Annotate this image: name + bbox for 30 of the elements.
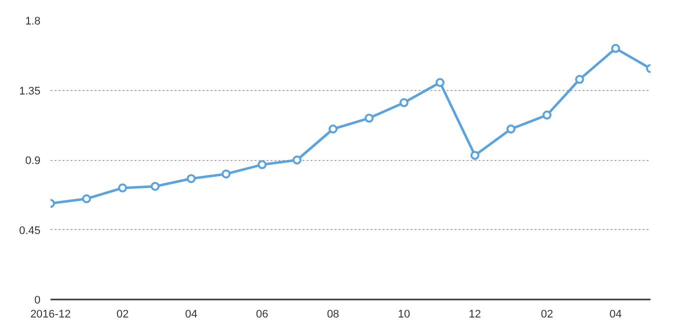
point — [82, 194, 92, 204]
point — [150, 182, 160, 191]
x-tick-label: 02 — [116, 308, 129, 320]
x-tick-label: 06 — [256, 308, 268, 320]
point — [575, 74, 584, 84]
x-tick-label: 02 — [540, 308, 554, 320]
point — [328, 124, 338, 134]
y-tick-label: 0 — [34, 294, 41, 306]
x-tick-label: 04 — [185, 308, 198, 320]
x-tick-label: 08 — [326, 308, 340, 320]
point — [542, 110, 552, 120]
y-tick-label: 1.8 — [25, 16, 41, 28]
point — [364, 114, 374, 123]
point — [436, 78, 445, 87]
x-tick-label: 12 — [468, 308, 482, 320]
point — [222, 169, 231, 178]
x-tick-label: 04 — [610, 308, 622, 320]
x-tick-label: 10 — [398, 308, 410, 320]
point — [506, 124, 516, 134]
point — [470, 150, 480, 160]
y-tick-label: 1.35 — [19, 85, 41, 98]
point — [258, 160, 267, 170]
y-tick-label: 0.9 — [25, 155, 41, 167]
point — [611, 44, 620, 53]
y-tick-label: 0.45 — [19, 224, 41, 237]
point — [118, 183, 128, 192]
point — [399, 98, 408, 108]
x-tick-label: 2016-12 — [30, 308, 71, 320]
point — [292, 156, 302, 164]
point — [186, 174, 196, 184]
